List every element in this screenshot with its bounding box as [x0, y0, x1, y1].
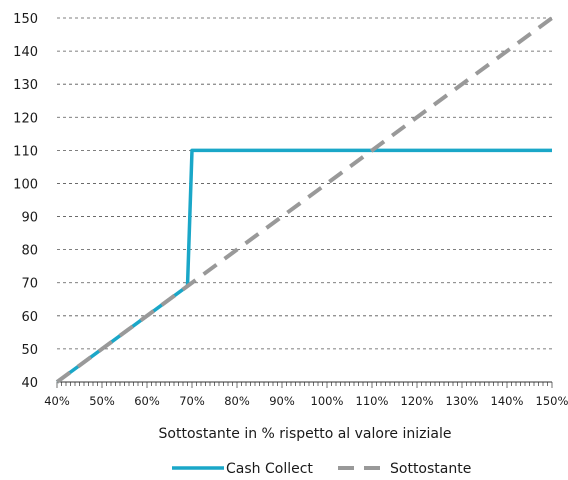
y-tick-label: 120: [13, 111, 38, 126]
y-tick-label: 130: [13, 78, 38, 93]
y-tick-label: 110: [13, 144, 38, 159]
legend-label-sottostante: Sottostante: [390, 461, 471, 477]
y-tick-label: 70: [21, 277, 38, 292]
x-tick-label: 80%: [224, 394, 250, 408]
legend-label-cash-collect: Cash Collect: [226, 461, 313, 477]
series-lines: [55, 16, 554, 384]
y-tick-label: 50: [21, 343, 38, 358]
y-tick-label: 40: [21, 376, 38, 391]
y-tick-label: 90: [21, 211, 38, 226]
legend: Cash Collect Sottostante: [172, 461, 471, 477]
x-tick-label: 40%: [44, 394, 70, 408]
y-tick-label: 150: [13, 12, 38, 27]
x-tick-label: 150%: [536, 394, 568, 408]
x-tick-label: 130%: [446, 394, 479, 408]
x-axis: [56, 381, 553, 388]
series-line-sottostante: [55, 16, 554, 384]
y-tick-label: 140: [13, 45, 38, 60]
y-tick-label: 60: [21, 310, 38, 325]
x-tick-label: 100%: [311, 394, 344, 408]
y-tick-label: 100: [13, 177, 38, 192]
x-tick-label: 60%: [134, 394, 160, 408]
x-tick-label: 50%: [89, 394, 115, 408]
gridlines: [57, 17, 552, 350]
x-tick-label: 140%: [491, 394, 524, 408]
y-tick-label: 80: [21, 244, 38, 259]
x-tick-label: 90%: [269, 394, 295, 408]
y-tick-labels: 40 50 60 70 80 90 100 110 120 130 140 150: [13, 12, 38, 391]
x-axis-title: Sottostante in % rispetto al valore iniz…: [159, 426, 452, 442]
x-tick-label: 70%: [179, 394, 205, 408]
x-tick-label: 110%: [356, 394, 389, 408]
series-line-cash-collect: [55, 148, 552, 384]
x-tick-labels: 40% 50% 60% 70% 80% 90% 100% 110% 120% 130% 140% 15…: [44, 394, 568, 408]
x-tick-label: 120%: [401, 394, 434, 408]
